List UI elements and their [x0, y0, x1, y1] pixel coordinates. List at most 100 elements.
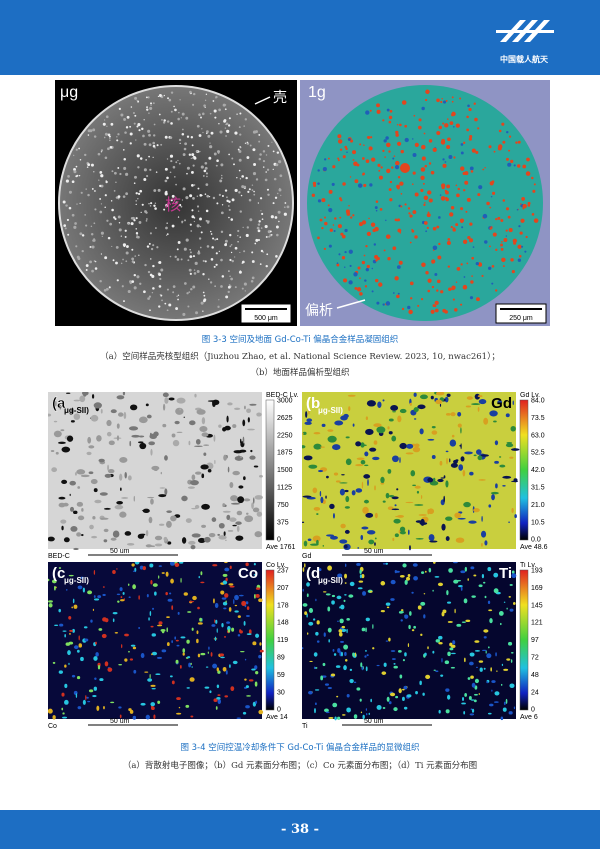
panel-label: (a [52, 395, 66, 412]
logo-mark [496, 20, 554, 42]
texture [412, 563, 418, 567]
texture [397, 415, 402, 423]
texture [151, 633, 156, 637]
texture [414, 235, 418, 239]
texture [106, 431, 112, 437]
texture [463, 501, 471, 508]
texture [116, 139, 119, 142]
texture [314, 689, 320, 691]
texture [178, 138, 182, 142]
texture [79, 159, 82, 161]
colorbar-tick-label: 30 [277, 689, 285, 696]
texture [220, 656, 225, 659]
texture [61, 575, 64, 578]
texture [341, 256, 346, 260]
texture [325, 711, 330, 714]
texture [233, 599, 235, 605]
texture [374, 537, 377, 540]
texture [329, 503, 335, 510]
texture [272, 150, 275, 153]
texture [213, 109, 217, 113]
texture [63, 224, 67, 227]
colorbar-tick-label: 31.5 [531, 485, 545, 492]
texture [261, 218, 264, 220]
texture [521, 245, 524, 248]
texture [185, 518, 192, 523]
texture [430, 170, 435, 175]
texture [188, 601, 195, 603]
texture [94, 499, 102, 504]
texture [191, 144, 194, 147]
texture [161, 572, 165, 574]
texture [441, 611, 445, 617]
texture [431, 430, 438, 435]
texture [400, 609, 404, 612]
texture [447, 137, 451, 142]
texture [227, 285, 231, 289]
texture [75, 245, 78, 248]
texture [87, 193, 90, 197]
micrograph-panel: Gd Lv.84.073.563.052.542.031.521.010.50.… [302, 392, 548, 560]
texture [172, 165, 176, 169]
texture [175, 307, 179, 310]
texture [239, 251, 241, 254]
texture [413, 114, 416, 117]
texture [335, 480, 341, 483]
texture [414, 443, 420, 448]
texture [131, 280, 135, 283]
texture [506, 658, 511, 661]
colorbar-tick-label: 119 [277, 637, 288, 644]
texture [207, 134, 211, 138]
texture [339, 488, 345, 496]
texture [216, 159, 219, 163]
colorbar-tick-label: 237 [277, 568, 289, 575]
texture [126, 115, 130, 119]
texture [198, 575, 200, 579]
texture [203, 444, 210, 447]
texture [164, 488, 168, 496]
texture [332, 648, 335, 652]
texture [307, 632, 309, 635]
texture [366, 231, 372, 236]
texture [205, 93, 208, 95]
texture [441, 138, 445, 143]
texture [389, 109, 393, 113]
texture [513, 706, 516, 710]
texture [66, 589, 68, 591]
colorbar-average: Ave 6 [520, 714, 538, 721]
texture [218, 424, 222, 428]
texture [210, 131, 214, 135]
arrow [336, 299, 366, 309]
texture [419, 394, 428, 400]
texture [317, 236, 320, 240]
texture [371, 158, 374, 161]
texture [516, 209, 519, 211]
texture [469, 222, 473, 226]
texture [509, 683, 515, 689]
texture [186, 166, 190, 170]
texture [361, 481, 364, 489]
texture [190, 170, 194, 174]
texture [257, 239, 261, 242]
texture [242, 419, 246, 427]
texture [482, 168, 485, 171]
texture [445, 197, 449, 202]
texture [355, 488, 363, 493]
texture [258, 654, 262, 659]
texture [346, 707, 351, 713]
texture [97, 152, 101, 156]
texture [453, 125, 455, 128]
texture [80, 533, 84, 537]
colorbar [519, 569, 529, 711]
texture [374, 206, 378, 210]
texture [461, 696, 465, 702]
texture [262, 150, 266, 153]
colorbar-tick-label: 1125 [277, 485, 292, 492]
texture [423, 593, 426, 595]
texture [446, 184, 451, 189]
colorbar-average: Ave 48.6 [520, 544, 548, 551]
texture [362, 506, 369, 514]
texture [137, 192, 141, 196]
colorbar-tick-label: 21.0 [531, 502, 545, 509]
